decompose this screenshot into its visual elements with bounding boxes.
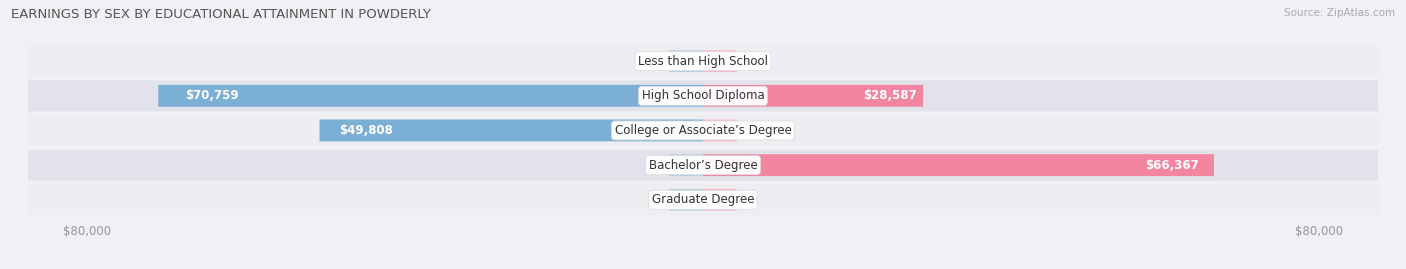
- FancyBboxPatch shape: [669, 50, 703, 72]
- FancyBboxPatch shape: [703, 119, 737, 141]
- FancyBboxPatch shape: [28, 150, 1378, 181]
- FancyBboxPatch shape: [28, 80, 1378, 111]
- FancyBboxPatch shape: [28, 184, 1378, 215]
- Text: Less than High School: Less than High School: [638, 55, 768, 68]
- Text: $0: $0: [742, 55, 758, 68]
- FancyBboxPatch shape: [703, 154, 1213, 176]
- Text: $0: $0: [648, 159, 664, 172]
- Text: $28,587: $28,587: [863, 89, 917, 102]
- Text: Source: ZipAtlas.com: Source: ZipAtlas.com: [1284, 8, 1395, 18]
- Text: High School Diploma: High School Diploma: [641, 89, 765, 102]
- FancyBboxPatch shape: [319, 119, 703, 141]
- Text: Graduate Degree: Graduate Degree: [652, 193, 754, 206]
- FancyBboxPatch shape: [28, 46, 1378, 77]
- Text: $0: $0: [742, 124, 758, 137]
- FancyBboxPatch shape: [703, 85, 924, 107]
- Text: $70,759: $70,759: [186, 89, 239, 102]
- Text: Bachelor’s Degree: Bachelor’s Degree: [648, 159, 758, 172]
- Text: $0: $0: [648, 55, 664, 68]
- Text: $0: $0: [742, 193, 758, 206]
- Text: College or Associate’s Degree: College or Associate’s Degree: [614, 124, 792, 137]
- FancyBboxPatch shape: [159, 85, 703, 107]
- FancyBboxPatch shape: [28, 115, 1378, 146]
- Text: EARNINGS BY SEX BY EDUCATIONAL ATTAINMENT IN POWDERLY: EARNINGS BY SEX BY EDUCATIONAL ATTAINMEN…: [11, 8, 432, 21]
- Text: $0: $0: [648, 193, 664, 206]
- FancyBboxPatch shape: [669, 189, 703, 211]
- Text: $49,808: $49,808: [339, 124, 392, 137]
- FancyBboxPatch shape: [703, 50, 737, 72]
- FancyBboxPatch shape: [703, 189, 737, 211]
- Text: $66,367: $66,367: [1144, 159, 1199, 172]
- FancyBboxPatch shape: [669, 154, 703, 176]
